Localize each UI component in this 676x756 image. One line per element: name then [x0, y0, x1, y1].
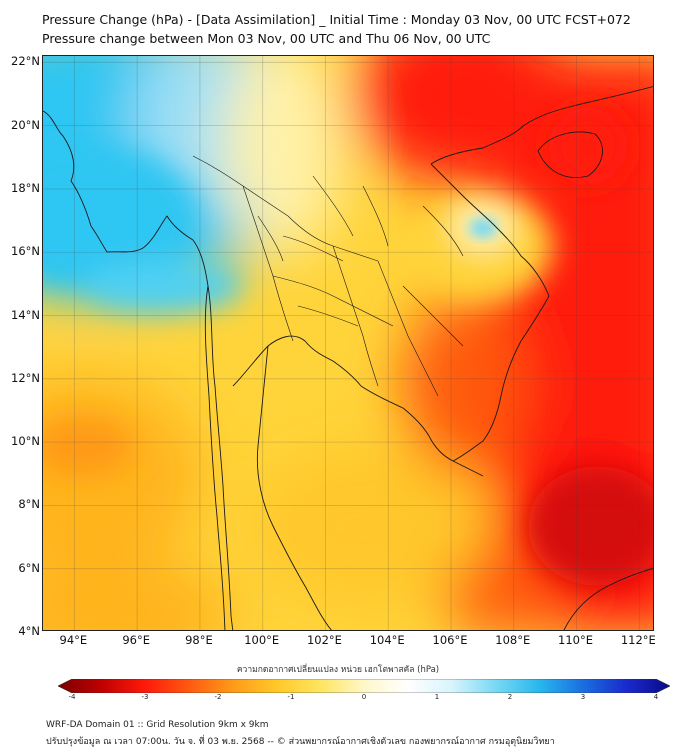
lat-label: 8°N — [18, 497, 40, 512]
lon-label: 108°E — [495, 633, 531, 647]
lat-label: 10°N — [11, 434, 40, 449]
internal-borders — [192, 155, 464, 397]
lat-label: 12°N — [11, 370, 40, 385]
map-canvas — [43, 56, 653, 630]
pressure-field-fine — [469, 218, 497, 238]
graticule — [43, 56, 653, 630]
lon-label: 104°E — [369, 633, 405, 647]
lon-label: 106°E — [432, 633, 468, 647]
lon-label: 100°E — [244, 633, 280, 647]
colorbar-title: ความกดอากาศเปลี่ยนแปลง หน่วย เฮกโตพาสคัล… — [236, 665, 440, 675]
lat-label: 22°N — [11, 54, 40, 69]
footer-line-1: WRF-DA Domain 01 :: Grid Resolution 9km … — [46, 720, 269, 730]
lat-label: 6°N — [18, 560, 40, 575]
title-line-1: Pressure Change (hPa) - [Data Assimilati… — [42, 12, 631, 27]
figure-title: Pressure Change (hPa) - [Data Assimilati… — [42, 10, 672, 48]
lon-label: 102°E — [306, 633, 342, 647]
colorbar-tick-label: -2 — [214, 693, 222, 701]
coastlines-borders — [43, 86, 653, 630]
colorbar-bar — [57, 678, 671, 694]
colorbar — [57, 678, 671, 694]
lon-label: 94°E — [59, 633, 88, 647]
colorbar-tick-label: 1 — [434, 693, 440, 701]
colorbar-tick-label: 3 — [580, 693, 586, 701]
lon-label: 112°E — [620, 633, 656, 647]
lat-label: 20°N — [11, 117, 40, 132]
lat-label: 16°N — [11, 244, 40, 259]
footer-line-2: ปรับปรุงข้อมูล ณ เวลา 07:00น. วัน จ. ที่… — [46, 737, 555, 747]
lon-label: 110°E — [558, 633, 594, 647]
title-line-2: Pressure change between Mon 03 Nov, 00 U… — [42, 31, 491, 46]
lat-label: 4°N — [18, 624, 40, 638]
colorbar-tick-label: -3 — [141, 693, 149, 701]
colorbar-graphic — [57, 678, 671, 694]
colorbar-tick-label: -1 — [287, 693, 295, 701]
colorbar-tick-label: 2 — [507, 693, 513, 701]
pressure-change-map — [42, 55, 654, 631]
lat-label: 18°N — [11, 180, 40, 195]
pressure-field-detail — [43, 106, 653, 586]
colorbar-tick-label: 0 — [361, 693, 367, 701]
lat-label: 14°N — [11, 307, 40, 322]
colorbar-tick-label: 4 — [653, 693, 659, 701]
colorbar-tick-label: -4 — [68, 693, 76, 701]
lon-label: 96°E — [122, 633, 150, 647]
lon-label: 98°E — [185, 633, 213, 647]
